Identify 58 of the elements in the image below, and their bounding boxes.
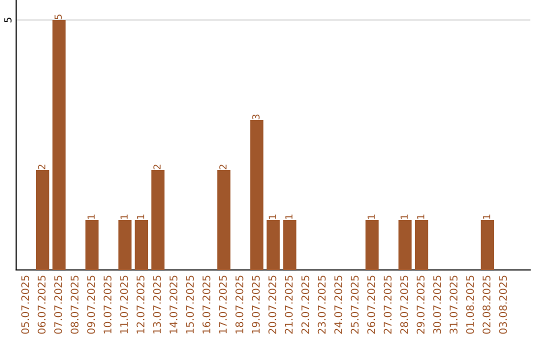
x-tick-label: 02.08.2025 [482, 276, 490, 334]
x-tick-label: 30.07.2025 [433, 276, 442, 334]
x-tick-label: 08.07.2025 [70, 276, 79, 334]
x-tick-label: 10.07.2025 [104, 276, 112, 334]
bar [283, 220, 296, 270]
x-tick-label: 12.07.2025 [136, 276, 144, 334]
x-tick-label: 15.07.2025 [186, 276, 194, 334]
x-tick-label: 20.07.2025 [268, 276, 276, 334]
x-tick-label: 14.07.2025 [170, 276, 178, 334]
bar [366, 220, 379, 270]
bar [480, 220, 494, 270]
x-tick-label: 09.07.2025 [87, 276, 96, 334]
data-label: 1 [285, 214, 292, 219]
x-tick-label: 19.07.2025 [252, 276, 260, 334]
bar [52, 20, 66, 270]
x-tick-label: 05.07.2025 [21, 276, 30, 334]
bar [217, 170, 230, 270]
bar [36, 170, 50, 270]
data-label: 1 [268, 214, 276, 219]
data-label: 1 [88, 214, 95, 219]
x-tick-label: 22.07.2025 [301, 276, 310, 334]
x-tick-label: 28.07.2025 [400, 276, 408, 334]
x-tick-label: 18.07.2025 [235, 276, 244, 334]
data-label: 2 [38, 164, 46, 170]
bar [118, 220, 132, 270]
x-tick-label: 24.07.2025 [334, 276, 342, 334]
x-tick-label: 21.07.2025 [284, 276, 293, 334]
bar [266, 220, 280, 270]
x-tick-label: 06.07.2025 [38, 276, 46, 334]
data-label: 2 [219, 164, 226, 170]
x-tick-label: 07.07.2025 [54, 276, 62, 334]
data-label: 1 [483, 214, 490, 219]
x-tick-label: 17.07.2025 [218, 276, 227, 334]
data-label: 1 [120, 214, 128, 219]
x-tick-label: 27.07.2025 [384, 276, 392, 334]
bar [250, 120, 264, 270]
data-label: 1 [137, 214, 144, 219]
x-tick-label: 11.07.2025 [120, 276, 128, 334]
x-tick-label: 25.07.2025 [350, 276, 359, 334]
x-tick-label: 03.08.2025 [499, 276, 507, 334]
data-label: 2 [153, 164, 161, 170]
x-tick-label: 26.07.2025 [367, 276, 376, 334]
data-label: 5 [54, 14, 62, 20]
x-tick-label: 01.08.2025 [466, 276, 474, 334]
data-label: 3 [252, 114, 260, 120]
x-tick-label: 13.07.2025 [153, 276, 161, 334]
data-label: 1 [400, 214, 408, 219]
bar [151, 170, 164, 270]
bar [85, 220, 99, 270]
bar [414, 220, 428, 270]
bar [134, 220, 148, 270]
data-label: 1 [417, 214, 424, 219]
bar [398, 220, 412, 270]
x-tick-label: 16.07.2025 [202, 276, 210, 334]
data-label: 1 [368, 214, 375, 219]
x-tick-label: 23.07.2025 [318, 276, 326, 334]
x-tick-label: 29.07.2025 [416, 276, 425, 334]
x-tick-label: 31.07.2025 [450, 276, 458, 334]
